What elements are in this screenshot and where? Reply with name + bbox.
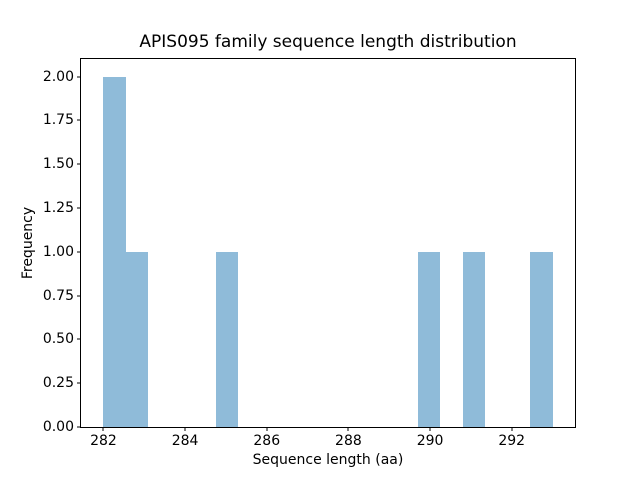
x-tick-label: 282: [90, 433, 117, 449]
y-tick-label: 1.00: [42, 243, 74, 260]
y-tick-label: 0.25: [42, 375, 74, 392]
x-tick-mark: [102, 427, 104, 431]
y-tick-mark: [77, 207, 81, 209]
y-tick-mark: [77, 382, 81, 384]
y-tick-label: 0.50: [42, 331, 74, 348]
chart-title: APIS095 family sequence length distribut…: [139, 32, 517, 52]
y-tick-mark: [77, 163, 81, 165]
y-tick-label: 0.00: [42, 419, 74, 435]
histogram-bar: [530, 251, 553, 427]
y-tick-mark: [77, 76, 81, 78]
x-tick-label: 284: [171, 433, 199, 449]
x-tick-label: 288: [335, 433, 362, 449]
histogram-bar: [215, 251, 239, 427]
histogram-bar: [462, 251, 486, 427]
y-tick-mark: [77, 338, 81, 340]
histogram-bar: [103, 76, 126, 427]
x-axis-label: Sequence length (aa): [252, 452, 404, 468]
y-tick-mark: [77, 119, 81, 121]
y-tick-label: 0.75: [42, 287, 74, 304]
x-tick-mark: [184, 427, 186, 431]
y-tick-label: 2.00: [42, 68, 74, 85]
histogram-bar: [417, 251, 441, 427]
y-tick-label: 1.25: [42, 199, 74, 216]
plot-area: 282 284 286 288 290 292 0.00 0.25 0.50 0.75 1.00 1.…: [43, 58, 576, 449]
y-tick-mark: [77, 426, 81, 428]
x-tick-mark: [266, 427, 268, 431]
y-tick-label: 1.50: [42, 156, 74, 173]
y-axis-label: Frequency: [20, 206, 36, 280]
y-tick-mark: [77, 295, 81, 297]
x-tick-label: 290: [416, 433, 444, 449]
histogram-bar: [125, 251, 149, 427]
y-tick-mark: [77, 251, 81, 253]
x-tick-label: 286: [253, 433, 281, 449]
x-tick-mark: [429, 427, 431, 431]
y-tick-label: 1.75: [42, 112, 74, 129]
x-tick-mark: [511, 427, 513, 431]
x-tick-label: 292: [498, 433, 526, 449]
x-tick-mark: [347, 427, 349, 431]
